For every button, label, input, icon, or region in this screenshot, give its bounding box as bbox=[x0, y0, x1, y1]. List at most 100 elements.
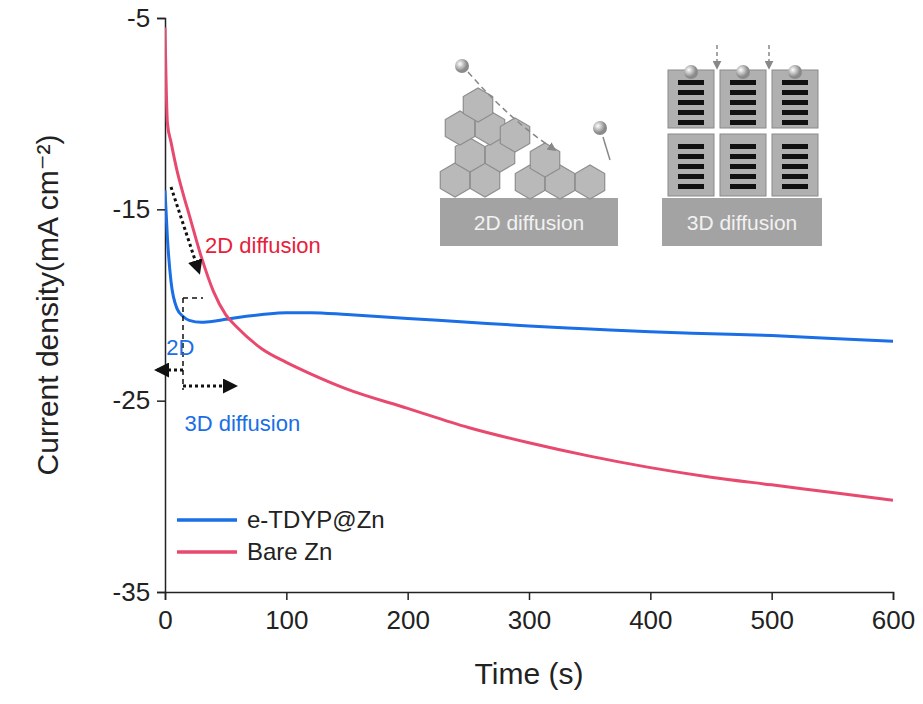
inset-stripe bbox=[730, 174, 756, 179]
inset-stripe bbox=[678, 120, 704, 125]
tick-label: 400 bbox=[629, 605, 672, 635]
legend-swatch bbox=[177, 550, 237, 554]
inset-stripe bbox=[782, 144, 808, 149]
legend: e-TDYP@Zn Bare Zn bbox=[177, 506, 385, 565]
inset-stripe bbox=[678, 110, 704, 115]
tick: 0 bbox=[158, 592, 172, 635]
tick-label: 500 bbox=[750, 605, 793, 635]
tick-mark bbox=[157, 400, 165, 402]
tick: 600 bbox=[872, 592, 915, 635]
inset-label: 3D diffusion bbox=[687, 211, 798, 234]
inset-ion bbox=[684, 65, 698, 79]
inset-stripe bbox=[782, 154, 808, 159]
tick: -35 bbox=[113, 577, 165, 607]
tick-mark bbox=[157, 209, 165, 211]
tick-mark bbox=[771, 592, 773, 600]
inset-stripe bbox=[730, 164, 756, 169]
annotation: 3D diffusion bbox=[184, 411, 300, 436]
inset-arrow bbox=[468, 72, 555, 150]
series-line bbox=[165, 190, 893, 341]
inset-arrow bbox=[716, 45, 718, 68]
inset-hexagon bbox=[530, 143, 559, 177]
x-axis-title: Time (s) bbox=[475, 657, 584, 690]
annotation: 2D bbox=[166, 335, 194, 360]
y-axis-title: Current density(mA cm⁻²) bbox=[31, 135, 64, 476]
tick-label: 600 bbox=[872, 605, 915, 635]
tick: 200 bbox=[386, 592, 429, 635]
inset-arrow bbox=[768, 45, 770, 68]
axis-line bbox=[166, 593, 894, 601]
plot-area bbox=[165, 28, 893, 501]
inset-stripe bbox=[782, 90, 808, 95]
inset-hexagon bbox=[463, 88, 492, 122]
tick-label: 100 bbox=[265, 605, 308, 635]
inset-stripe bbox=[678, 90, 704, 95]
tick-label: 300 bbox=[508, 605, 551, 635]
inset-ion bbox=[455, 59, 469, 73]
inset-stripe bbox=[678, 164, 704, 169]
series-line bbox=[165, 28, 893, 501]
inset-ion bbox=[736, 65, 750, 79]
inset-stripe bbox=[730, 80, 756, 85]
inset-arrow bbox=[603, 137, 610, 160]
annotation-arrow bbox=[183, 385, 235, 388]
inset-stripe bbox=[730, 100, 756, 105]
y-axis: -35 -25 -15 -5 bbox=[113, 3, 166, 607]
tick: 300 bbox=[508, 592, 551, 635]
tick: -25 bbox=[113, 385, 165, 415]
tick: 400 bbox=[629, 592, 672, 635]
inset-base bbox=[662, 198, 822, 246]
annotation-arrow bbox=[157, 369, 183, 372]
inset-block bbox=[772, 134, 818, 196]
inset-stripe bbox=[782, 184, 808, 189]
tick-mark bbox=[286, 592, 288, 600]
inset-stripe bbox=[730, 120, 756, 125]
annotation: 2D diffusion bbox=[205, 233, 321, 258]
legend-label: Bare Zn bbox=[247, 538, 332, 565]
tick-mark bbox=[157, 592, 165, 594]
inset-stripe bbox=[730, 154, 756, 159]
inset-stripe bbox=[730, 184, 756, 189]
legend-label: e-TDYP@Zn bbox=[247, 506, 385, 533]
tick: 500 bbox=[750, 592, 793, 635]
inset-stripe bbox=[730, 110, 756, 115]
tick-mark bbox=[407, 592, 409, 600]
tick-label: -5 bbox=[127, 3, 150, 33]
inset-stripe bbox=[678, 100, 704, 105]
inset-stripe bbox=[782, 120, 808, 125]
insets: 2D diffusion3D diffusion bbox=[440, 45, 822, 246]
inset-stripe bbox=[782, 110, 808, 115]
inset-ion bbox=[788, 65, 802, 79]
tick: 100 bbox=[265, 592, 308, 635]
inset-stripe bbox=[678, 184, 704, 189]
inset-hexagon bbox=[575, 165, 604, 199]
inset-stripe bbox=[782, 80, 808, 85]
inset-stripe bbox=[730, 90, 756, 95]
tick-label: -25 bbox=[113, 385, 151, 415]
inset-stripe bbox=[782, 164, 808, 169]
tick-label: -35 bbox=[113, 577, 151, 607]
inset-block bbox=[668, 134, 714, 196]
tick-mark bbox=[529, 592, 531, 600]
annotation-guide bbox=[183, 297, 203, 299]
inset-stripe bbox=[678, 154, 704, 159]
tick: -5 bbox=[127, 3, 165, 33]
tick-label: 200 bbox=[386, 605, 429, 635]
inset-ion bbox=[593, 121, 607, 135]
inset-stripe bbox=[678, 144, 704, 149]
inset-block bbox=[720, 134, 766, 196]
tick-mark bbox=[650, 592, 652, 600]
annotation-arrows bbox=[157, 187, 235, 390]
inset-hexagon bbox=[500, 118, 529, 152]
axis-line bbox=[157, 19, 166, 593]
chart: 2D diffusion3D diffusion0100200300400500… bbox=[0, 0, 923, 704]
tick-mark bbox=[157, 18, 165, 20]
x-axis: 0 100 200 300 400 500 600 bbox=[158, 592, 915, 635]
inset-stripe bbox=[730, 144, 756, 149]
tick: -15 bbox=[113, 194, 165, 224]
inset-stripe bbox=[782, 100, 808, 105]
inset-stripe bbox=[782, 174, 808, 179]
tick-mark bbox=[893, 592, 895, 600]
tick-label: -15 bbox=[113, 194, 151, 224]
tick-label: 0 bbox=[158, 605, 172, 635]
